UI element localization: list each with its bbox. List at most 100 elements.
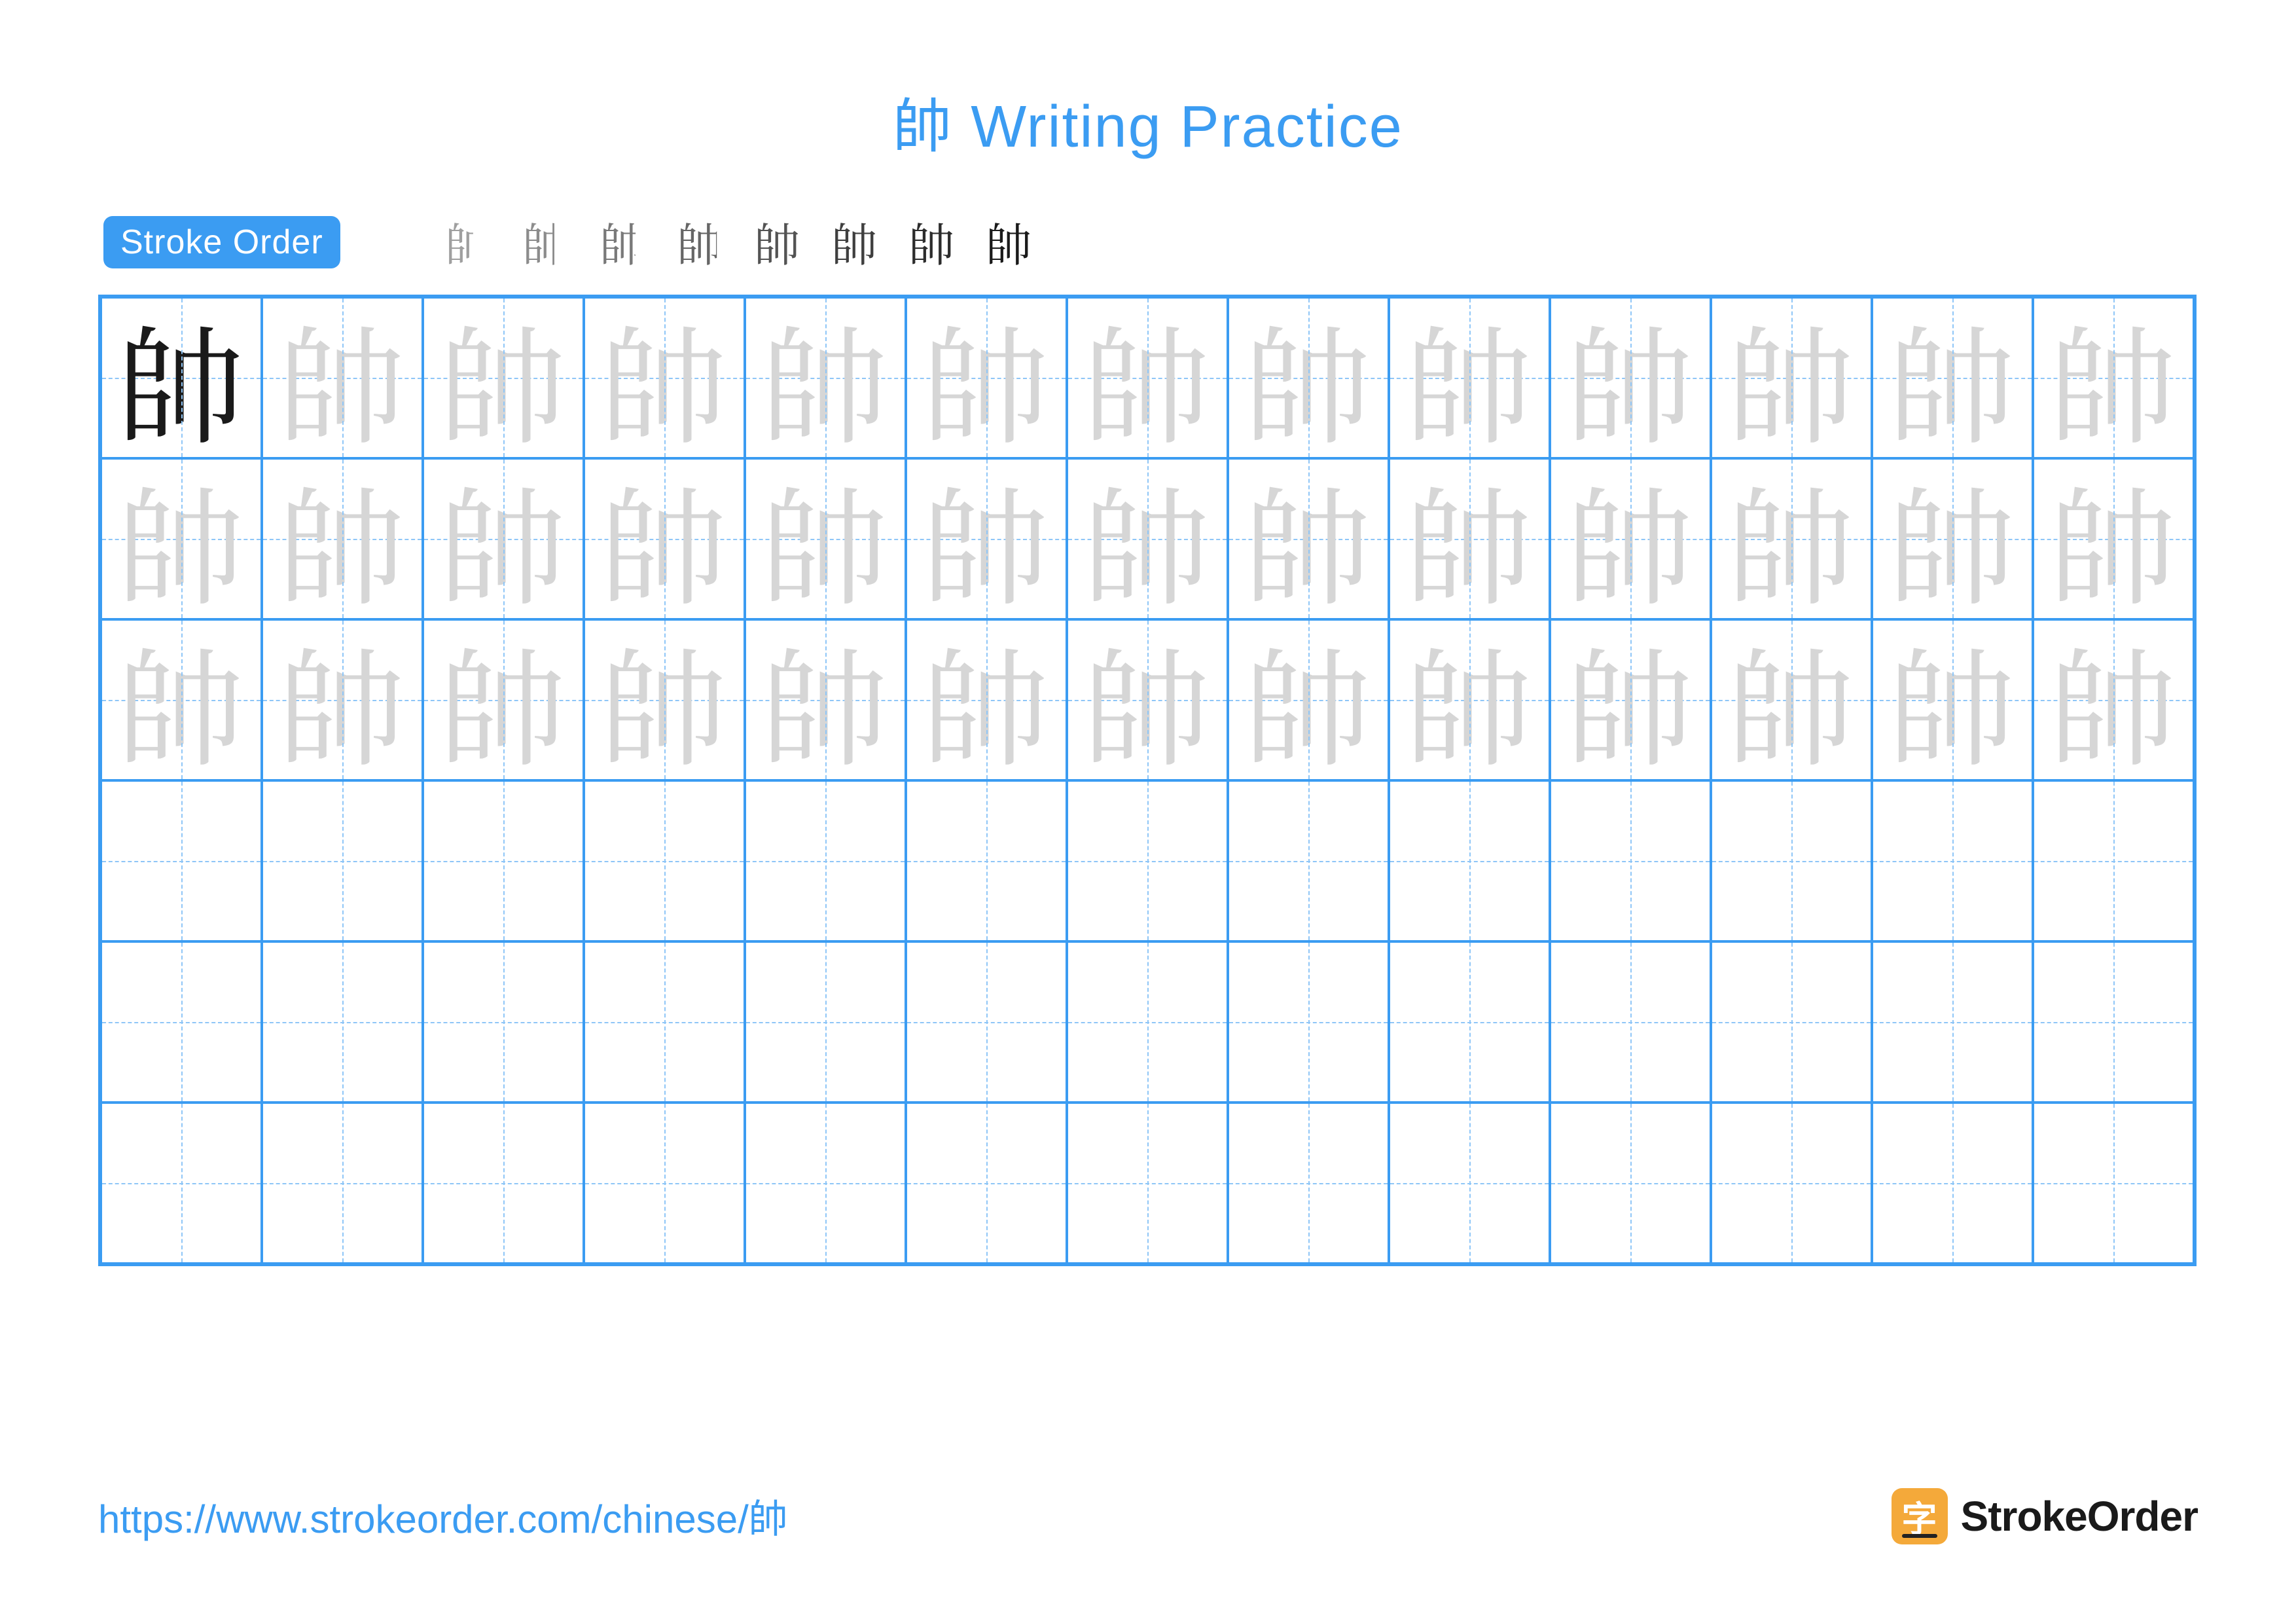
grid-cell: 帥 — [745, 619, 906, 780]
stroke-step: 帥 — [977, 219, 1042, 265]
page-title: 帥 Writing Practice — [98, 79, 2198, 164]
grid-cell: 帥 — [1711, 297, 1872, 458]
grid-cell — [423, 1103, 584, 1264]
grid-cell: 帥 — [906, 619, 1067, 780]
trace-character: 帥 — [746, 460, 905, 618]
trace-character: 帥 — [424, 460, 583, 618]
grid-cell: 帥 — [1872, 458, 2033, 619]
grid-cell — [1228, 1103, 1389, 1264]
trace-character: 帥 — [585, 621, 744, 779]
grid-cell: 帥 — [1067, 619, 1228, 780]
grid-cell: 帥 — [1067, 297, 1228, 458]
grid-cell: 帥 — [584, 619, 745, 780]
stroke-step: 帥 — [359, 239, 424, 265]
grid-cell — [745, 1103, 906, 1264]
grid-cell — [584, 780, 745, 941]
trace-character: 帥 — [1068, 460, 1227, 618]
grid-cell: 帥 — [1550, 619, 1711, 780]
trace-character: 帥 — [263, 621, 422, 779]
grid-cell — [1228, 941, 1389, 1103]
trace-character: 帥 — [1229, 299, 1388, 457]
trace-character: 帥 — [1390, 299, 1549, 457]
grid-cell: 帥 — [745, 458, 906, 619]
grid-cell: 帥 — [101, 297, 262, 458]
trace-character: 帥 — [907, 299, 1066, 457]
grid-cell — [1711, 1103, 1872, 1264]
grid-cell: 帥 — [2033, 297, 2194, 458]
trace-character: 帥 — [1712, 621, 1871, 779]
grid-cell: 帥 — [1872, 297, 2033, 458]
footer: https://www.strokeorder.com/chinese/帥 字 … — [98, 1487, 2198, 1544]
stroke-step: 帥 — [899, 219, 965, 265]
trace-character: 帥 — [263, 460, 422, 618]
grid-cell — [745, 780, 906, 941]
grid-cell: 帥 — [1872, 619, 2033, 780]
brand-logo: 字 StrokeOrder — [1892, 1488, 2198, 1544]
grid-cell: 帥 — [1389, 458, 1550, 619]
model-character: 帥 — [102, 299, 260, 457]
trace-character: 帥 — [424, 621, 583, 779]
logo-icon-char: 字 — [1902, 1490, 1937, 1542]
grid-cell — [262, 1103, 423, 1264]
grid-cell — [745, 941, 906, 1103]
grid-cell: 帥 — [1711, 619, 1872, 780]
grid-cell — [1711, 941, 1872, 1103]
grid-cell — [2033, 941, 2194, 1103]
grid-cell — [906, 941, 1067, 1103]
grid-cell — [1228, 780, 1389, 941]
trace-character: 帥 — [585, 299, 744, 457]
stroke-step: 帥 — [668, 219, 733, 265]
trace-character: 帥 — [102, 621, 260, 779]
stroke-order-badge: Stroke Order — [103, 216, 340, 268]
grid-cell — [1550, 1103, 1711, 1264]
grid-cell: 帥 — [1389, 297, 1550, 458]
trace-character: 帥 — [263, 299, 422, 457]
grid-cell — [1389, 780, 1550, 941]
stroke-step: 帥 — [436, 219, 501, 265]
grid-cell: 帥 — [1550, 458, 1711, 619]
trace-character: 帥 — [1068, 621, 1227, 779]
grid-cell — [1067, 941, 1228, 1103]
grid-cell — [1389, 941, 1550, 1103]
grid-cell: 帥 — [2033, 458, 2194, 619]
grid-cell — [1872, 780, 2033, 941]
trace-character: 帥 — [585, 460, 744, 618]
grid-cell: 帥 — [906, 458, 1067, 619]
trace-character: 帥 — [907, 460, 1066, 618]
trace-character: 帥 — [2034, 621, 2193, 779]
trace-character: 帥 — [102, 460, 260, 618]
trace-character: 帥 — [1390, 621, 1549, 779]
grid-cell — [906, 1103, 1067, 1264]
grid-cell — [262, 941, 423, 1103]
grid-cell — [1067, 1103, 1228, 1264]
grid-cell: 帥 — [101, 619, 262, 780]
grid-cell: 帥 — [1389, 619, 1550, 780]
grid-cell — [906, 780, 1067, 941]
grid-cell — [101, 941, 262, 1103]
grid-cell: 帥 — [745, 297, 906, 458]
grid-cell — [584, 1103, 745, 1264]
grid-cell: 帥 — [1550, 297, 1711, 458]
grid-cell: 帥 — [262, 619, 423, 780]
grid-cell — [1872, 1103, 2033, 1264]
grid-cell: 帥 — [1711, 458, 1872, 619]
trace-character: 帥 — [746, 299, 905, 457]
trace-character: 帥 — [1068, 299, 1227, 457]
trace-character: 帥 — [746, 621, 905, 779]
logo-icon: 字 — [1892, 1488, 1948, 1544]
source-url[interactable]: https://www.strokeorder.com/chinese/帥 — [98, 1487, 788, 1544]
grid-cell — [1711, 780, 1872, 941]
grid-cell: 帥 — [1228, 458, 1389, 619]
trace-character: 帥 — [1229, 621, 1388, 779]
trace-character: 帥 — [1551, 299, 1710, 457]
grid-cell: 帥 — [584, 458, 745, 619]
trace-character: 帥 — [1712, 299, 1871, 457]
grid-cell — [2033, 1103, 2194, 1264]
stroke-step: 帥 — [590, 219, 656, 265]
grid-cell: 帥 — [101, 458, 262, 619]
grid-cell: 帥 — [2033, 619, 2194, 780]
trace-character: 帥 — [1229, 460, 1388, 618]
grid-cell — [262, 780, 423, 941]
grid-cell — [101, 1103, 262, 1264]
trace-character: 帥 — [424, 299, 583, 457]
